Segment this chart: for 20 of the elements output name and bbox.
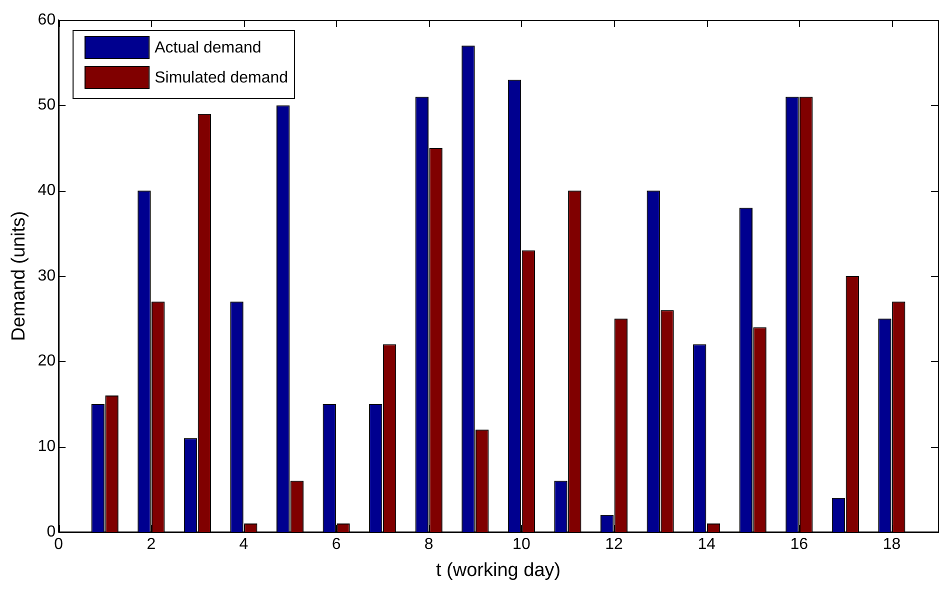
x-tick-label: 6 [332, 536, 341, 554]
x-tick-label: 18 [882, 536, 901, 554]
y-tick-label: 60 [38, 11, 56, 28]
x-tick-label: 8 [424, 536, 434, 554]
y-tick-label: 20 [38, 352, 56, 370]
x-tick-label: 10 [512, 536, 530, 554]
y-tick-label: 40 [38, 182, 56, 200]
x-tick-label: 4 [239, 536, 248, 554]
x-tick-label: 16 [790, 536, 808, 554]
y-tick-label: 10 [38, 438, 56, 456]
legend-label: Simulated demand [154, 69, 288, 86]
x-tick-label: 2 [146, 536, 156, 554]
x-tick-label: 12 [605, 536, 624, 554]
x-axis-title: t (working day) [436, 560, 561, 581]
y-tick-label: 50 [38, 96, 56, 114]
x-tick-label: 14 [698, 536, 716, 554]
y-axis-title: Demand (units) [8, 211, 30, 341]
y-tick-label: 0 [46, 523, 56, 540]
y-tick-label: 30 [38, 267, 56, 284]
legend-label: Actual demand [154, 39, 262, 56]
